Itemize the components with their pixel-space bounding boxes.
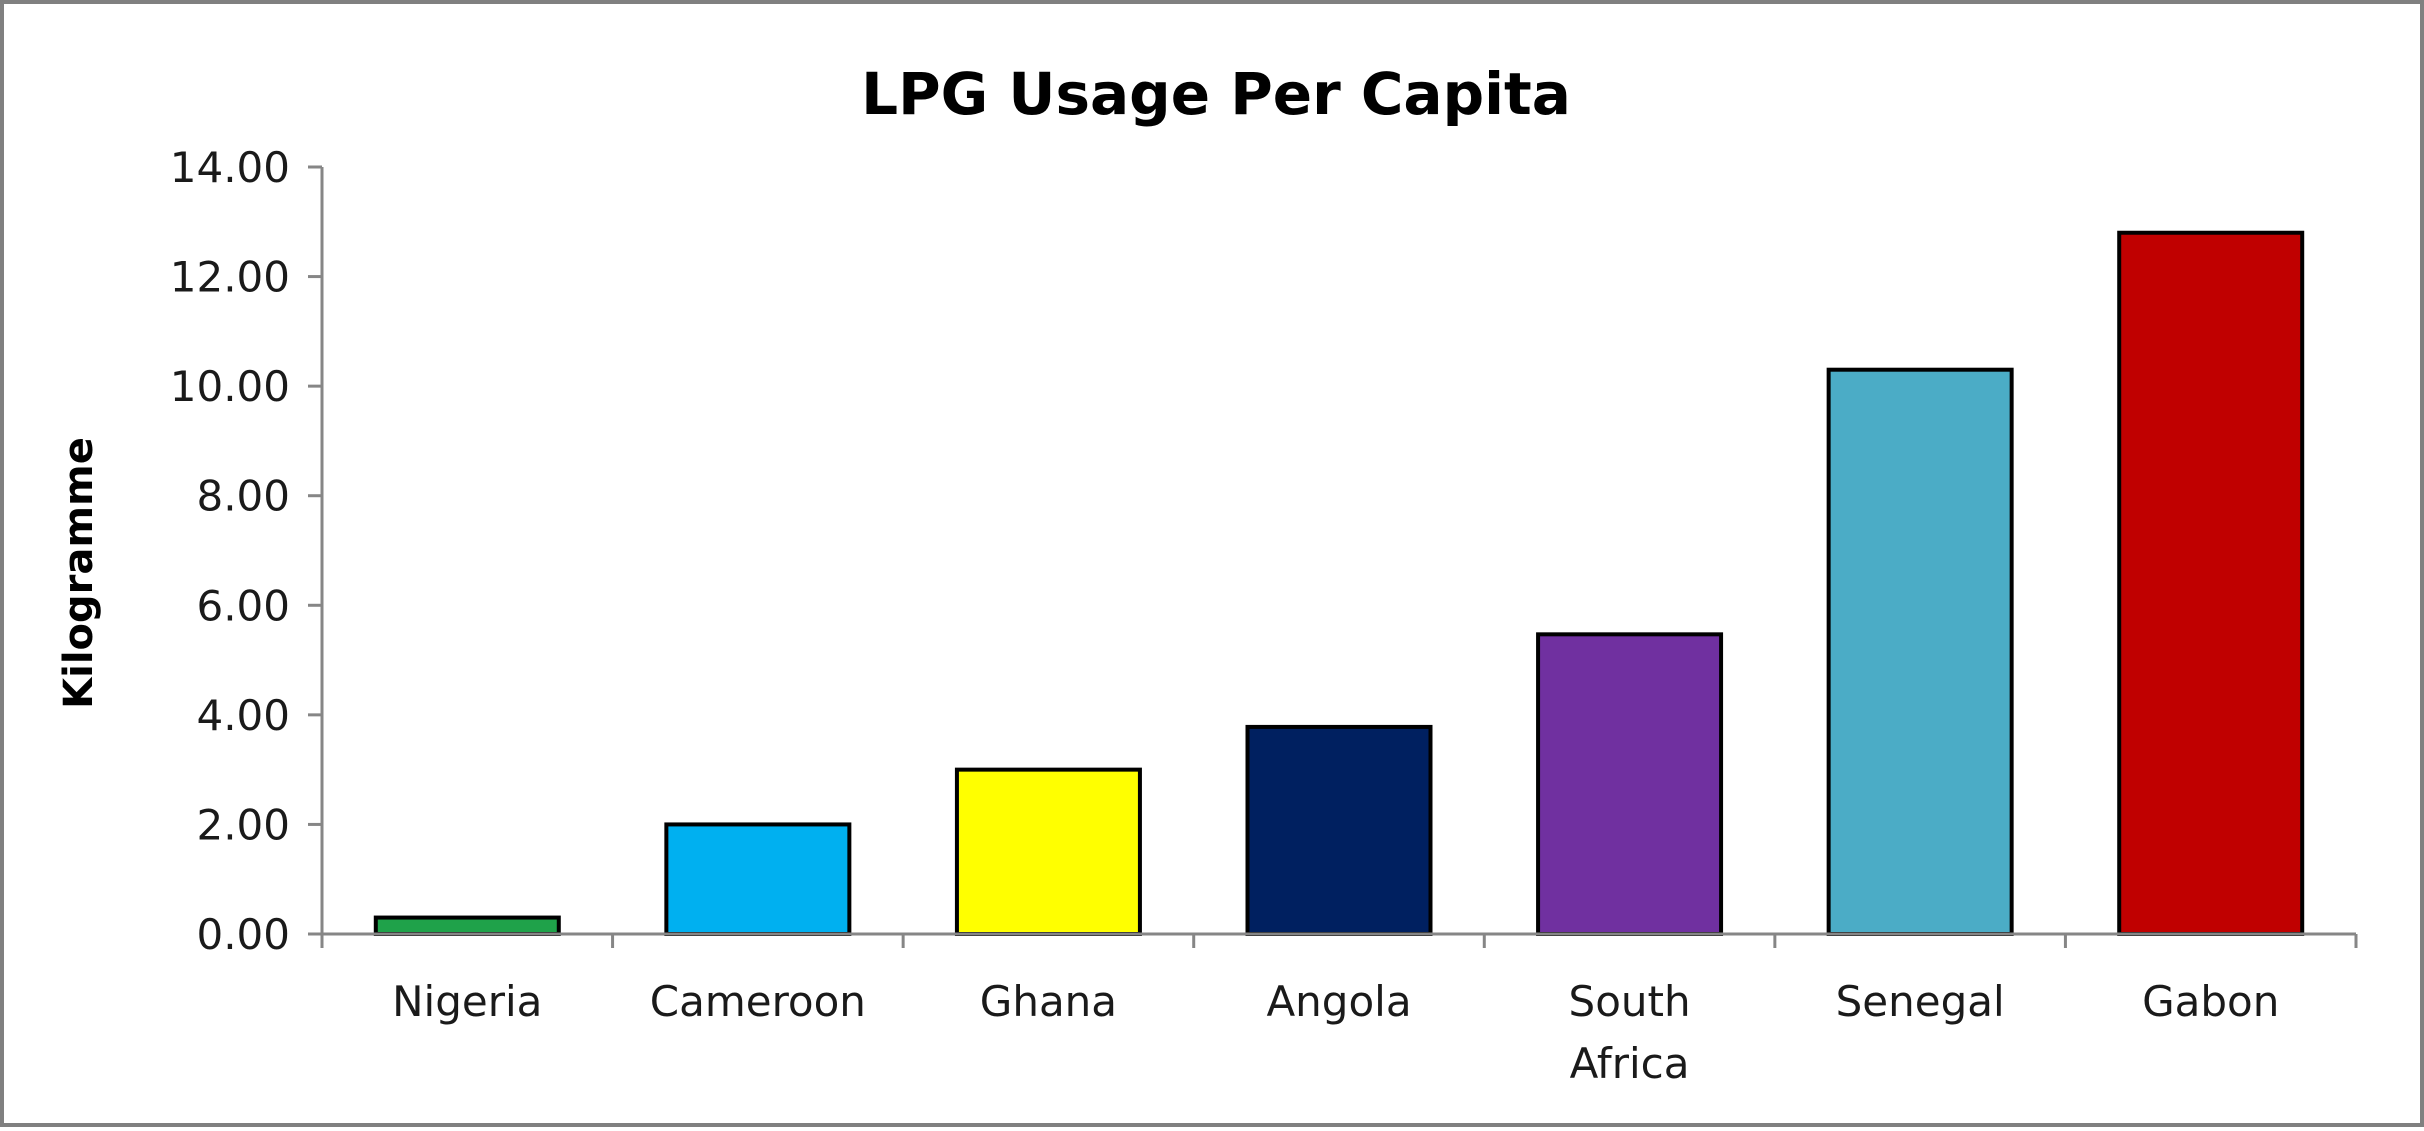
bar-chart: LPG Usage Per Capita Kilogramme 0.00 2.00… (56, 60, 2358, 1088)
x-axis-labels: Nigeria Cameroon Ghana Angola South Africa Sen… (392, 977, 2279, 1088)
x-category-label: Angola (1266, 977, 1411, 1026)
bars (373, 230, 2305, 937)
y-tick-label: 2.00 (196, 800, 290, 849)
y-axis-ticks: 0.00 2.00 4.00 6.00 8.00 10.00 12.00 14.00 (170, 143, 2358, 959)
bar-nigeria (373, 915, 561, 936)
y-tick-label: 8.00 (196, 472, 290, 521)
x-category-label: Nigeria (392, 977, 542, 1026)
x-category-label: Senegal (1836, 977, 2005, 1026)
x-category-label: Ghana (980, 977, 1117, 1026)
chart-title: LPG Usage Per Capita (861, 60, 1571, 128)
bar-cameroon (664, 822, 852, 937)
y-axis-label: Kilogramme (56, 437, 102, 709)
bar-gabon (2117, 230, 2305, 936)
x-category-label: Cameroon (650, 977, 866, 1026)
bar-ghana (954, 767, 1142, 937)
y-tick-label: 0.00 (196, 910, 290, 959)
x-category-label: Gabon (2142, 977, 2279, 1026)
y-tick-label: 14.00 (170, 143, 290, 192)
y-tick-label: 4.00 (196, 691, 290, 740)
bar-angola (1245, 724, 1433, 936)
bar-senegal (1826, 367, 2014, 936)
y-tick-label: 10.00 (170, 362, 290, 411)
y-tick-label: 12.00 (170, 253, 290, 302)
bar-south-africa (1536, 632, 1724, 936)
x-category-label: South Africa (1569, 977, 1691, 1088)
axes (320, 167, 2356, 936)
y-tick-label: 6.00 (196, 581, 290, 630)
